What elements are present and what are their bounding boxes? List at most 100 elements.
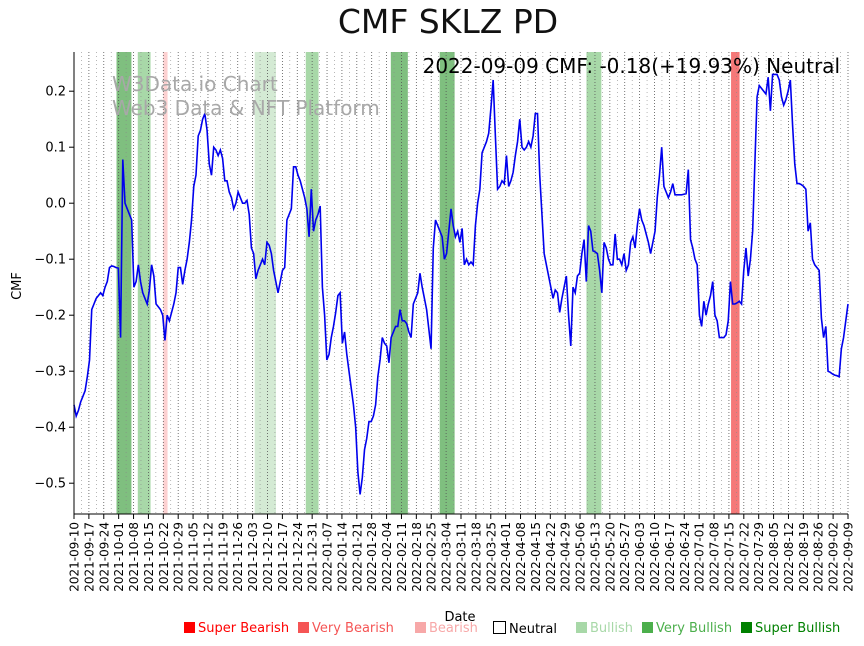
band-8	[731, 52, 740, 514]
legend-swatch-5	[642, 622, 653, 633]
x-tick-label-52: 2022-09-09	[842, 522, 856, 592]
x-tick-label-15: 2021-12-24	[291, 522, 305, 592]
x-tick-label-43: 2022-07-08	[708, 522, 722, 592]
x-tick-label-31: 2022-04-15	[529, 522, 543, 592]
legend-item-4: Bullish	[576, 621, 633, 636]
x-tick-label-0: 2021-09-10	[68, 522, 82, 592]
watermark-line-2: Web3 Data & NFT Platform	[112, 96, 380, 120]
x-tick-label-35: 2022-05-13	[588, 522, 602, 592]
legend-label-4: Bullish	[590, 621, 634, 636]
x-tick-label-2: 2021-09-24	[97, 522, 111, 592]
x-tick-label-47: 2022-08-05	[767, 522, 781, 592]
x-tick-label-30: 2022-04-08	[514, 522, 528, 592]
x-tick-label-27: 2022-03-18	[469, 522, 483, 592]
band-3	[254, 52, 277, 514]
y-tick-label-7: −0.5	[34, 477, 66, 492]
legend-swatch-6	[741, 622, 752, 633]
legend-item-3: Neutral	[493, 621, 557, 637]
legend-swatch-1	[298, 622, 309, 633]
latest-value-annotation: 2022-09-09 CMF: -0.18(+19.93%) Neutral	[422, 54, 840, 78]
x-tick-label-39: 2022-06-10	[648, 522, 662, 592]
y-tick-label-1: 0.1	[45, 141, 66, 156]
legend-label-1: Very Bearish	[312, 621, 394, 636]
x-tick-label-40: 2022-06-17	[663, 522, 677, 592]
x-tick-label-14: 2021-12-17	[276, 522, 290, 592]
y-tick-label-5: −0.3	[34, 365, 66, 380]
x-tick-label-7: 2021-10-29	[172, 522, 186, 592]
x-tick-label-24: 2022-02-25	[425, 522, 439, 592]
legend-item-6: Super Bullish	[741, 621, 840, 636]
y-tick-label-2: 0.0	[45, 197, 66, 212]
x-axis-ticks: 2021-09-10 2021-09-17 2021-09-24 2021-10-01…	[68, 514, 856, 592]
x-tick-label-46: 2022-07-29	[752, 522, 766, 592]
legend-label-5: Very Bullish	[656, 621, 733, 636]
vertical-gridlines	[73, 52, 849, 514]
x-tick-label-38: 2022-06-03	[633, 522, 647, 592]
x-tick-label-12: 2021-12-03	[246, 522, 260, 592]
legend-swatch-0	[184, 622, 195, 633]
x-tick-label-3: 2021-10-01	[112, 522, 126, 592]
x-tick-label-37: 2022-05-27	[618, 522, 632, 592]
legend-swatch-3	[493, 621, 506, 634]
x-tick-label-5: 2021-10-15	[142, 522, 156, 592]
y-axis-label: CMF	[10, 272, 25, 300]
legend-label-3: Neutral	[509, 622, 557, 637]
x-tick-label-9: 2021-11-12	[201, 522, 215, 592]
legend-swatch-4	[576, 622, 587, 633]
x-tick-label-44: 2022-07-15	[722, 522, 736, 592]
x-tick-label-1: 2021-09-17	[82, 522, 96, 592]
band-6	[439, 52, 455, 514]
y-tick-label-0: 0.2	[45, 85, 66, 100]
y-tick-label-4: −0.2	[34, 309, 66, 324]
x-tick-label-21: 2022-02-04	[380, 522, 394, 592]
x-tick-label-8: 2021-11-05	[187, 522, 201, 592]
sentiment-bands	[116, 52, 740, 514]
x-tick-label-49: 2022-08-19	[797, 522, 811, 592]
x-tick-label-6: 2021-10-22	[157, 522, 171, 592]
legend-item-1: Very Bearish	[298, 621, 394, 636]
band-0	[116, 52, 132, 514]
x-tick-label-25: 2022-03-04	[440, 522, 454, 592]
x-tick-label-26: 2022-03-11	[455, 522, 469, 592]
x-tick-label-17: 2022-01-07	[321, 522, 335, 592]
band-5	[390, 52, 408, 514]
y-tick-label-3: −0.1	[34, 253, 66, 268]
band-2	[163, 52, 168, 514]
x-tick-label-28: 2022-03-25	[484, 522, 498, 592]
x-tick-label-23: 2022-02-18	[410, 522, 424, 592]
watermark-line-1: W3Data.io Chart	[112, 72, 278, 96]
legend-item-2: Bearish	[415, 621, 478, 636]
x-tick-label-33: 2022-04-29	[559, 522, 573, 592]
legend-label-2: Bearish	[429, 621, 478, 636]
legend-label-0: Super Bearish	[198, 621, 290, 636]
x-tick-label-11: 2021-11-26	[231, 522, 245, 592]
x-tick-label-20: 2022-01-28	[365, 522, 379, 592]
y-axis-ticks: 0.2 0.1 0.0 −0.1 −0.2 −0.3 −0.4 −0.5	[34, 85, 74, 492]
x-tick-label-22: 2022-02-11	[395, 522, 409, 592]
chart-title: CMF SKLZ PD	[337, 2, 559, 41]
legend-item-5: Very Bullish	[642, 621, 732, 636]
x-tick-label-4: 2021-10-08	[127, 522, 141, 592]
x-tick-label-13: 2021-12-10	[261, 522, 275, 592]
cmf-series-line	[73, 73, 849, 495]
x-tick-label-36: 2022-05-20	[603, 522, 617, 592]
x-tick-label-50: 2022-08-26	[812, 522, 826, 592]
band-1	[137, 52, 151, 514]
x-tick-label-34: 2022-05-06	[574, 522, 588, 592]
x-tick-label-45: 2022-07-22	[737, 522, 751, 592]
x-axis-label: Date	[444, 610, 475, 625]
x-tick-label-10: 2021-11-19	[216, 522, 230, 592]
x-tick-label-51: 2022-09-02	[827, 522, 841, 592]
band-7	[586, 52, 602, 514]
x-tick-label-48: 2022-08-12	[782, 522, 796, 592]
x-tick-label-29: 2022-04-01	[499, 522, 513, 592]
legend-item-0: Super Bearish	[184, 621, 289, 636]
y-tick-label-6: −0.4	[34, 421, 66, 436]
legend-label-6: Super Bullish	[755, 621, 841, 636]
legend-swatch-2	[415, 622, 426, 633]
x-tick-label-32: 2022-04-22	[544, 522, 558, 592]
x-tick-label-42: 2022-07-01	[693, 522, 707, 592]
x-tick-label-18: 2022-01-14	[335, 522, 349, 592]
